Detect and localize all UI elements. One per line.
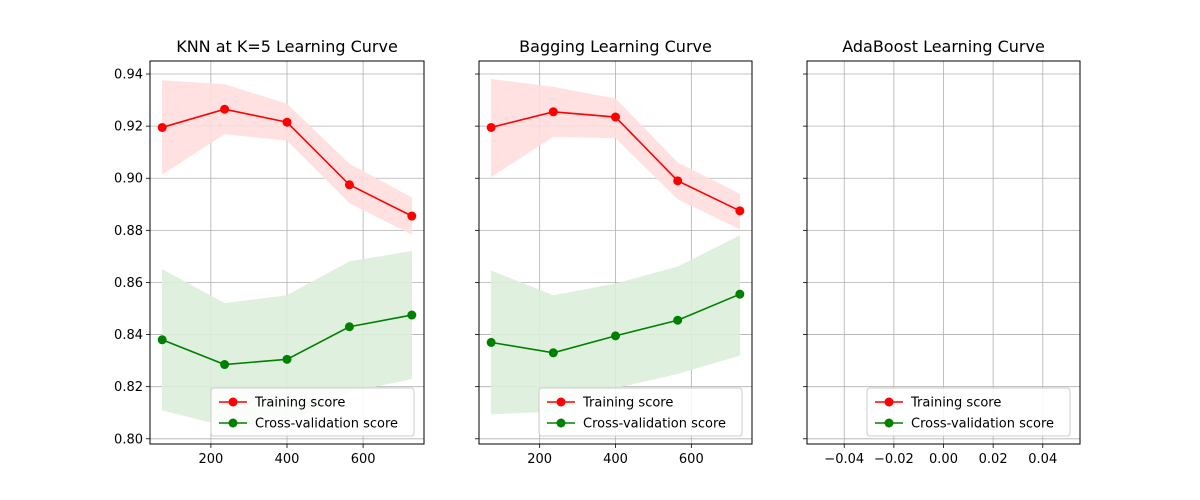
legend-label: Cross-validation score — [911, 417, 1054, 432]
data-point-training — [157, 122, 167, 132]
x-tick-label: 400 — [275, 452, 300, 467]
chart-title: Bagging Learning Curve — [519, 37, 712, 56]
y-tick-label: 0.84 — [114, 328, 143, 343]
data-point-training — [548, 107, 558, 117]
axes-frame — [478, 60, 753, 445]
y-tick-label: 0.82 — [114, 380, 143, 395]
legend-label: Cross-validation score — [255, 417, 398, 432]
legend-label: Training score — [582, 396, 673, 411]
data-point-cv — [344, 322, 354, 332]
data-point-cv — [611, 331, 620, 341]
legend-swatch-marker — [884, 418, 894, 428]
x-tick-label: −0.02 — [874, 452, 914, 467]
data-point-training — [486, 122, 496, 132]
y-tick-label: 0.90 — [114, 172, 143, 187]
data-point-training — [344, 180, 354, 190]
data-point-training — [673, 176, 683, 186]
legend-swatch-marker — [556, 397, 566, 407]
y-tick-label: 0.92 — [114, 120, 143, 135]
x-tick-label: 200 — [198, 452, 223, 467]
x-tick-label: 0.02 — [979, 452, 1008, 467]
legend-swatch-marker — [556, 418, 566, 428]
data-point-training — [735, 206, 745, 216]
axes-frame — [149, 60, 425, 445]
data-point-cv — [220, 360, 230, 370]
x-tick-label: 600 — [679, 452, 704, 467]
data-point-cv — [673, 315, 683, 325]
chart-title: AdaBoost Learning Curve — [842, 37, 1045, 56]
data-point-cv — [735, 289, 745, 299]
data-point-cv — [548, 348, 558, 358]
x-tick-label: 400 — [603, 452, 628, 467]
x-tick-label: −0.04 — [824, 452, 864, 467]
data-point-cv — [157, 335, 167, 345]
legend-swatch-marker — [228, 418, 238, 428]
legend-box — [866, 387, 1071, 437]
data-point-training — [282, 117, 292, 127]
data-point-training — [220, 104, 230, 114]
y-tick-label: 0.80 — [114, 432, 143, 447]
confidence-band-cv — [161, 250, 413, 427]
y-tick-label: 0.86 — [114, 276, 143, 291]
legend-box — [538, 387, 743, 437]
chart-panel-1: KNN at K=5 Learning Curve 200 400 600 0.80 0.… — [114, 37, 425, 467]
chart-panel-3: AdaBoost Learning Curve −0.04 −0.02 0.00 0.0… — [803, 37, 1081, 467]
confidence-band-training — [161, 80, 413, 235]
data-point-training — [611, 112, 620, 122]
legend-label: Training score — [910, 396, 1001, 411]
legend-swatch-marker — [228, 397, 238, 407]
x-tick-label: 0.00 — [929, 452, 958, 467]
legend-swatch-marker — [884, 397, 894, 407]
data-point-cv — [282, 354, 292, 364]
data-point-cv — [407, 310, 417, 320]
y-tick-label: 0.94 — [114, 68, 143, 83]
confidence-band-training — [490, 78, 741, 230]
x-tick-label: 600 — [351, 452, 376, 467]
legend-label: Training score — [254, 396, 345, 411]
legend-label: Cross-validation score — [583, 417, 726, 432]
x-tick-label: 200 — [527, 452, 552, 467]
confidence-band-cv — [490, 235, 741, 415]
chart-panel-2: Bagging Learning Curve 200 400 600 Training … — [475, 37, 753, 467]
y-tick-label: 0.88 — [114, 224, 143, 239]
legend-box — [210, 387, 415, 437]
data-point-training — [407, 211, 417, 221]
data-point-cv — [486, 337, 496, 347]
chart-title: KNN at K=5 Learning Curve — [176, 37, 398, 56]
x-tick-label: 0.04 — [1028, 452, 1057, 467]
axes-frame — [806, 60, 1081, 445]
